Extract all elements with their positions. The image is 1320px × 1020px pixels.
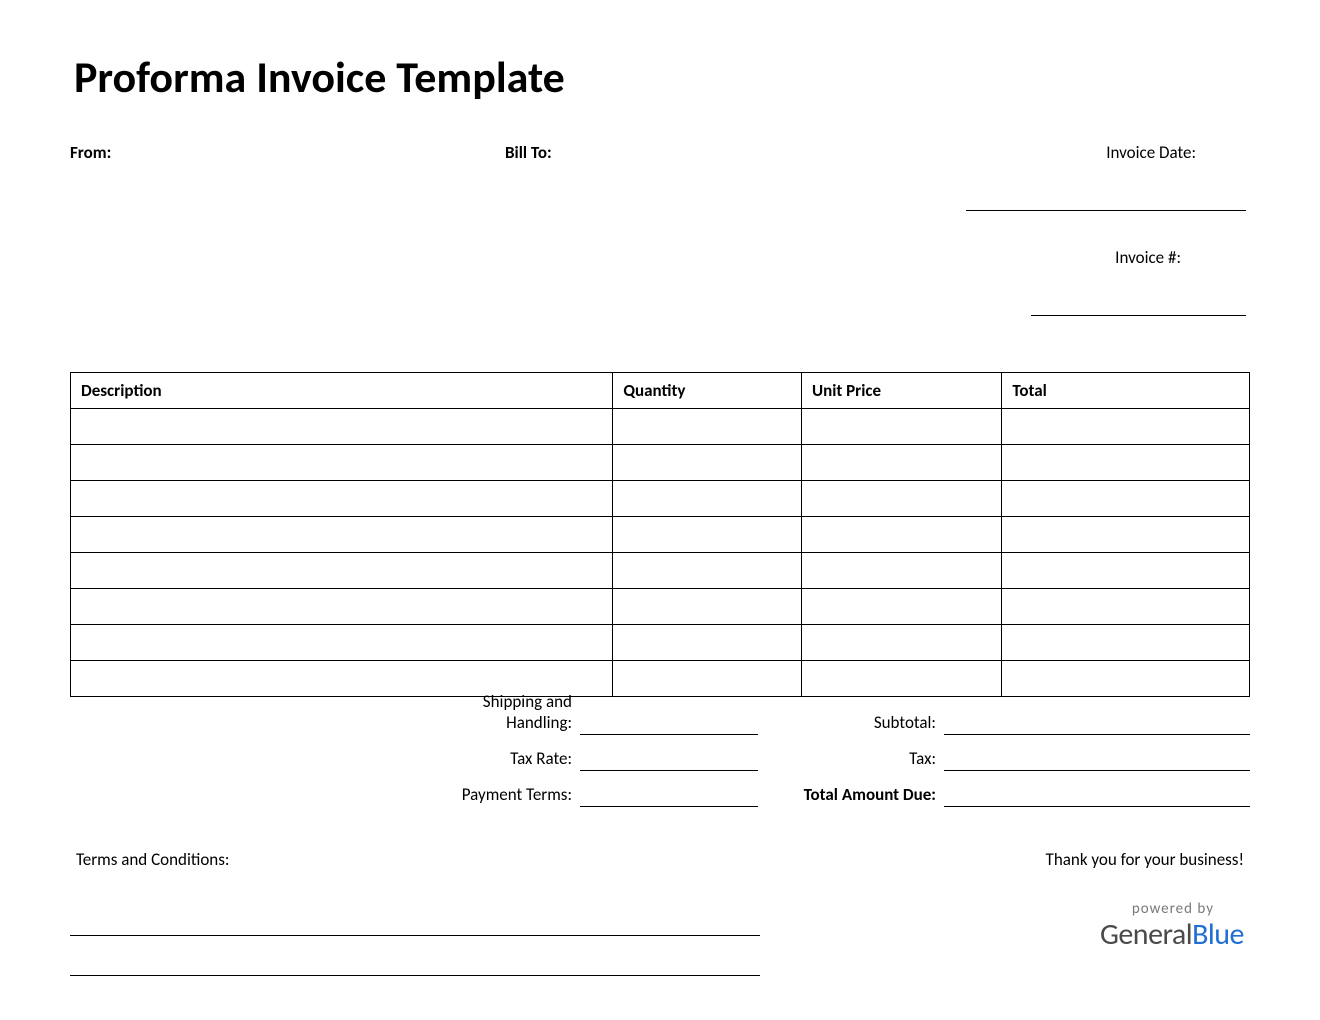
col-unit-price: Unit Price [801, 373, 1001, 409]
header-row: From: Bill To: Invoice Date: Invoice #: [70, 142, 1250, 352]
cell-description[interactable] [71, 589, 613, 625]
summary-row: Payment Terms: Total Amount Due: [70, 773, 1250, 809]
cell-total[interactable] [1002, 589, 1250, 625]
table-row [71, 409, 1250, 445]
terms-label: Terms and Conditions: [70, 849, 760, 870]
table-row [71, 481, 1250, 517]
terms-line-2[interactable] [70, 936, 760, 976]
summary-row: Tax Rate: Tax: [70, 737, 1250, 773]
shipping-field[interactable] [580, 707, 758, 735]
cell-quantity[interactable] [613, 445, 802, 481]
thanks-block: Thank you for your business! powered by … [760, 849, 1250, 976]
total-due-label: Total Amount Due: [758, 784, 944, 809]
cell-total[interactable] [1002, 625, 1250, 661]
tax-field[interactable] [944, 743, 1250, 771]
table-header-row: Description Quantity Unit Price Total [71, 373, 1250, 409]
cell-total[interactable] [1002, 445, 1250, 481]
cell-total[interactable] [1002, 553, 1250, 589]
billto-label: Bill To: [505, 142, 552, 163]
invoice-date-label: Invoice Date: [945, 142, 1246, 163]
cell-total[interactable] [1002, 661, 1250, 697]
table-row [71, 589, 1250, 625]
total-due-field[interactable] [944, 779, 1250, 807]
cell-description[interactable] [71, 625, 613, 661]
subtotal-field[interactable] [944, 707, 1250, 735]
cell-description[interactable] [71, 445, 613, 481]
cell-description[interactable] [71, 481, 613, 517]
cell-quantity[interactable] [613, 517, 802, 553]
cell-unit-price[interactable] [801, 661, 1001, 697]
summary-block: Shipping and Handling: Subtotal: Tax Rat… [70, 701, 1250, 809]
payment-terms-field[interactable] [580, 779, 758, 807]
invoice-date-field[interactable] [966, 163, 1246, 211]
shipping-label: Shipping and Handling: [420, 691, 580, 737]
cell-unit-price[interactable] [801, 517, 1001, 553]
cell-quantity[interactable] [613, 661, 802, 697]
subtotal-label: Subtotal: [758, 712, 944, 737]
meta-block: Invoice Date: Invoice #: [945, 142, 1250, 352]
taxrate-label: Tax Rate: [420, 748, 580, 773]
invoice-number-label: Invoice #: [945, 247, 1246, 268]
page-title: Proforma Invoice Template [70, 50, 1250, 104]
cell-unit-price[interactable] [801, 445, 1001, 481]
summary-row: Shipping and Handling: Subtotal: [70, 701, 1250, 737]
cell-unit-price[interactable] [801, 481, 1001, 517]
brand-blue: Blue [1192, 916, 1244, 953]
table-row [71, 661, 1250, 697]
col-description: Description [71, 373, 613, 409]
from-label: From: [70, 142, 111, 163]
billto-block: Bill To: [505, 142, 945, 352]
cell-total[interactable] [1002, 409, 1250, 445]
footer-row: Terms and Conditions: Thank you for your… [70, 849, 1250, 976]
taxrate-field[interactable] [580, 743, 758, 771]
cell-description[interactable] [71, 409, 613, 445]
cell-description[interactable] [71, 517, 613, 553]
cell-quantity[interactable] [613, 625, 802, 661]
payment-terms-label: Payment Terms: [420, 784, 580, 809]
cell-unit-price[interactable] [801, 553, 1001, 589]
table-row [71, 553, 1250, 589]
cell-unit-price[interactable] [801, 409, 1001, 445]
invoice-number-field[interactable] [1031, 268, 1246, 316]
table-row [71, 625, 1250, 661]
from-block: From: [70, 142, 505, 352]
table-row [71, 445, 1250, 481]
brand-logo: GeneralBlue [760, 916, 1244, 953]
col-quantity: Quantity [613, 373, 802, 409]
cell-quantity[interactable] [613, 589, 802, 625]
cell-quantity[interactable] [613, 481, 802, 517]
cell-quantity[interactable] [613, 409, 802, 445]
cell-unit-price[interactable] [801, 625, 1001, 661]
cell-unit-price[interactable] [801, 589, 1001, 625]
cell-total[interactable] [1002, 517, 1250, 553]
cell-total[interactable] [1002, 481, 1250, 517]
thanks-text: Thank you for your business! [760, 849, 1244, 870]
table-row [71, 517, 1250, 553]
cell-quantity[interactable] [613, 553, 802, 589]
terms-line-1[interactable] [70, 896, 760, 936]
brand-general: General [1100, 916, 1192, 953]
cell-description[interactable] [71, 553, 613, 589]
col-total: Total [1002, 373, 1250, 409]
line-items-table: Description Quantity Unit Price Total [70, 372, 1250, 697]
tax-label: Tax: [758, 748, 944, 773]
terms-block: Terms and Conditions: [70, 849, 760, 976]
